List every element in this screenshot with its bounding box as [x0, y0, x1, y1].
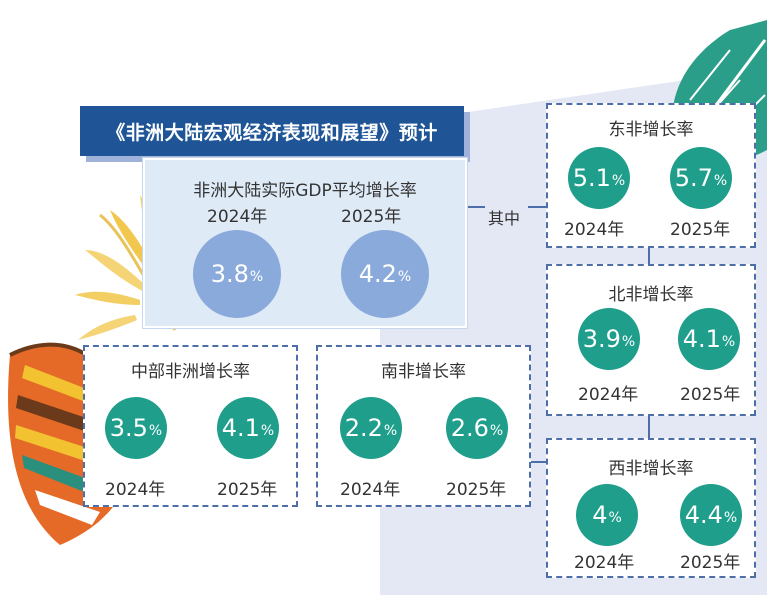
west-africa-box: 西非增长率 4% 4.4% 2024年 2025年: [546, 438, 756, 578]
west-africa-circle-2025: 4.4%: [680, 484, 742, 546]
south-africa-circle-2024: 2.2%: [340, 397, 402, 459]
north-africa-value-2024: 3.9: [582, 325, 621, 353]
east-africa-heading: 东非增长率: [608, 120, 694, 140]
north-africa-year-2024: 2024年: [578, 385, 639, 405]
south-africa-circle-2025: 2.6%: [446, 397, 508, 459]
north-africa-circle-2024: 3.9%: [578, 308, 640, 370]
central-africa-box: 中部非洲增长率 3.5% 4.1% 2024年 2025年: [83, 345, 298, 507]
south-africa-heading: 南非增长率: [381, 362, 466, 382]
north-africa-heading: 北非增长率: [608, 285, 694, 305]
percent-sign: %: [721, 334, 736, 350]
connector-line-right: [528, 206, 546, 208]
connector-line-main: [463, 206, 485, 208]
north-africa-circle-2025: 4.1%: [678, 308, 740, 370]
west-africa-value-2024: 4: [592, 501, 608, 529]
percent-sign: %: [383, 423, 398, 439]
south-africa-value-2025: 2.6: [450, 414, 489, 442]
percent-sign: %: [489, 423, 504, 439]
east-africa-year-2025: 2025年: [670, 220, 731, 240]
south-africa-year-2025: 2025年: [446, 480, 507, 500]
percent-sign: %: [621, 334, 636, 350]
continent-circle-2024: 3.8%: [193, 230, 281, 318]
among-label: 其中: [488, 209, 521, 228]
east-africa-circle-2025: 5.7%: [670, 147, 732, 209]
west-africa-value-2025: 4.4: [684, 501, 723, 529]
percent-sign: %: [713, 173, 728, 189]
central-africa-heading: 中部非洲增长率: [131, 362, 250, 382]
east-africa-year-2024: 2024年: [564, 220, 625, 240]
west-africa-year-2024: 2024年: [574, 553, 635, 573]
east-africa-value-2025: 5.7: [674, 164, 713, 192]
continent-value-2024: 3.8: [210, 260, 249, 288]
title-banner: 《非洲大陆宏观经济表现和展望》预计: [80, 106, 464, 156]
percent-sign: %: [249, 269, 264, 285]
central-africa-value-2025: 4.1: [221, 414, 260, 442]
north-africa-year-2025: 2025年: [680, 385, 741, 405]
west-africa-circle-2024: 4%: [576, 484, 638, 546]
central-africa-year-2025: 2025年: [217, 480, 278, 500]
north-africa-box: 北非增长率 3.9% 4.1% 2024年 2025年: [546, 264, 756, 416]
continent-year-2024: 2024年: [207, 207, 268, 227]
south-africa-box: 南非增长率 2.2% 2.6% 2024年 2025年: [316, 345, 531, 507]
continent-year-2025: 2025年: [341, 207, 402, 227]
central-africa-circle-2024: 3.5%: [105, 397, 167, 459]
continent-circle-2025: 4.2%: [341, 230, 429, 318]
south-africa-value-2024: 2.2: [344, 414, 383, 442]
central-africa-value-2024: 3.5: [109, 414, 148, 442]
west-africa-year-2025: 2025年: [680, 553, 741, 573]
west-africa-heading: 西非增长率: [608, 459, 694, 479]
connector-line-south-west: [530, 461, 546, 463]
east-africa-circle-2024: 5.1%: [568, 147, 630, 209]
central-africa-circle-2025: 4.1%: [217, 397, 279, 459]
connector-line-north-west: [648, 416, 650, 438]
south-africa-year-2024: 2024年: [340, 480, 401, 500]
continent-value-2025: 4.2: [358, 260, 397, 288]
percent-sign: %: [611, 173, 626, 189]
east-africa-value-2024: 5.1: [572, 164, 611, 192]
percent-sign: %: [148, 423, 163, 439]
percent-sign: %: [608, 510, 622, 526]
continent-heading: 非洲大陆实际GDP平均增长率: [193, 181, 417, 201]
continent-panel: 非洲大陆实际GDP平均增长率 2024年 2025年 3.8% 4.2%: [143, 158, 467, 328]
central-africa-year-2024: 2024年: [105, 480, 166, 500]
percent-sign: %: [260, 423, 275, 439]
east-africa-box: 东非增长率 5.1% 5.7% 2024年 2025年: [546, 103, 756, 248]
north-africa-value-2025: 4.1: [682, 325, 721, 353]
percent-sign: %: [397, 269, 412, 285]
percent-sign: %: [723, 510, 738, 526]
connector-line-east-north: [648, 248, 650, 264]
